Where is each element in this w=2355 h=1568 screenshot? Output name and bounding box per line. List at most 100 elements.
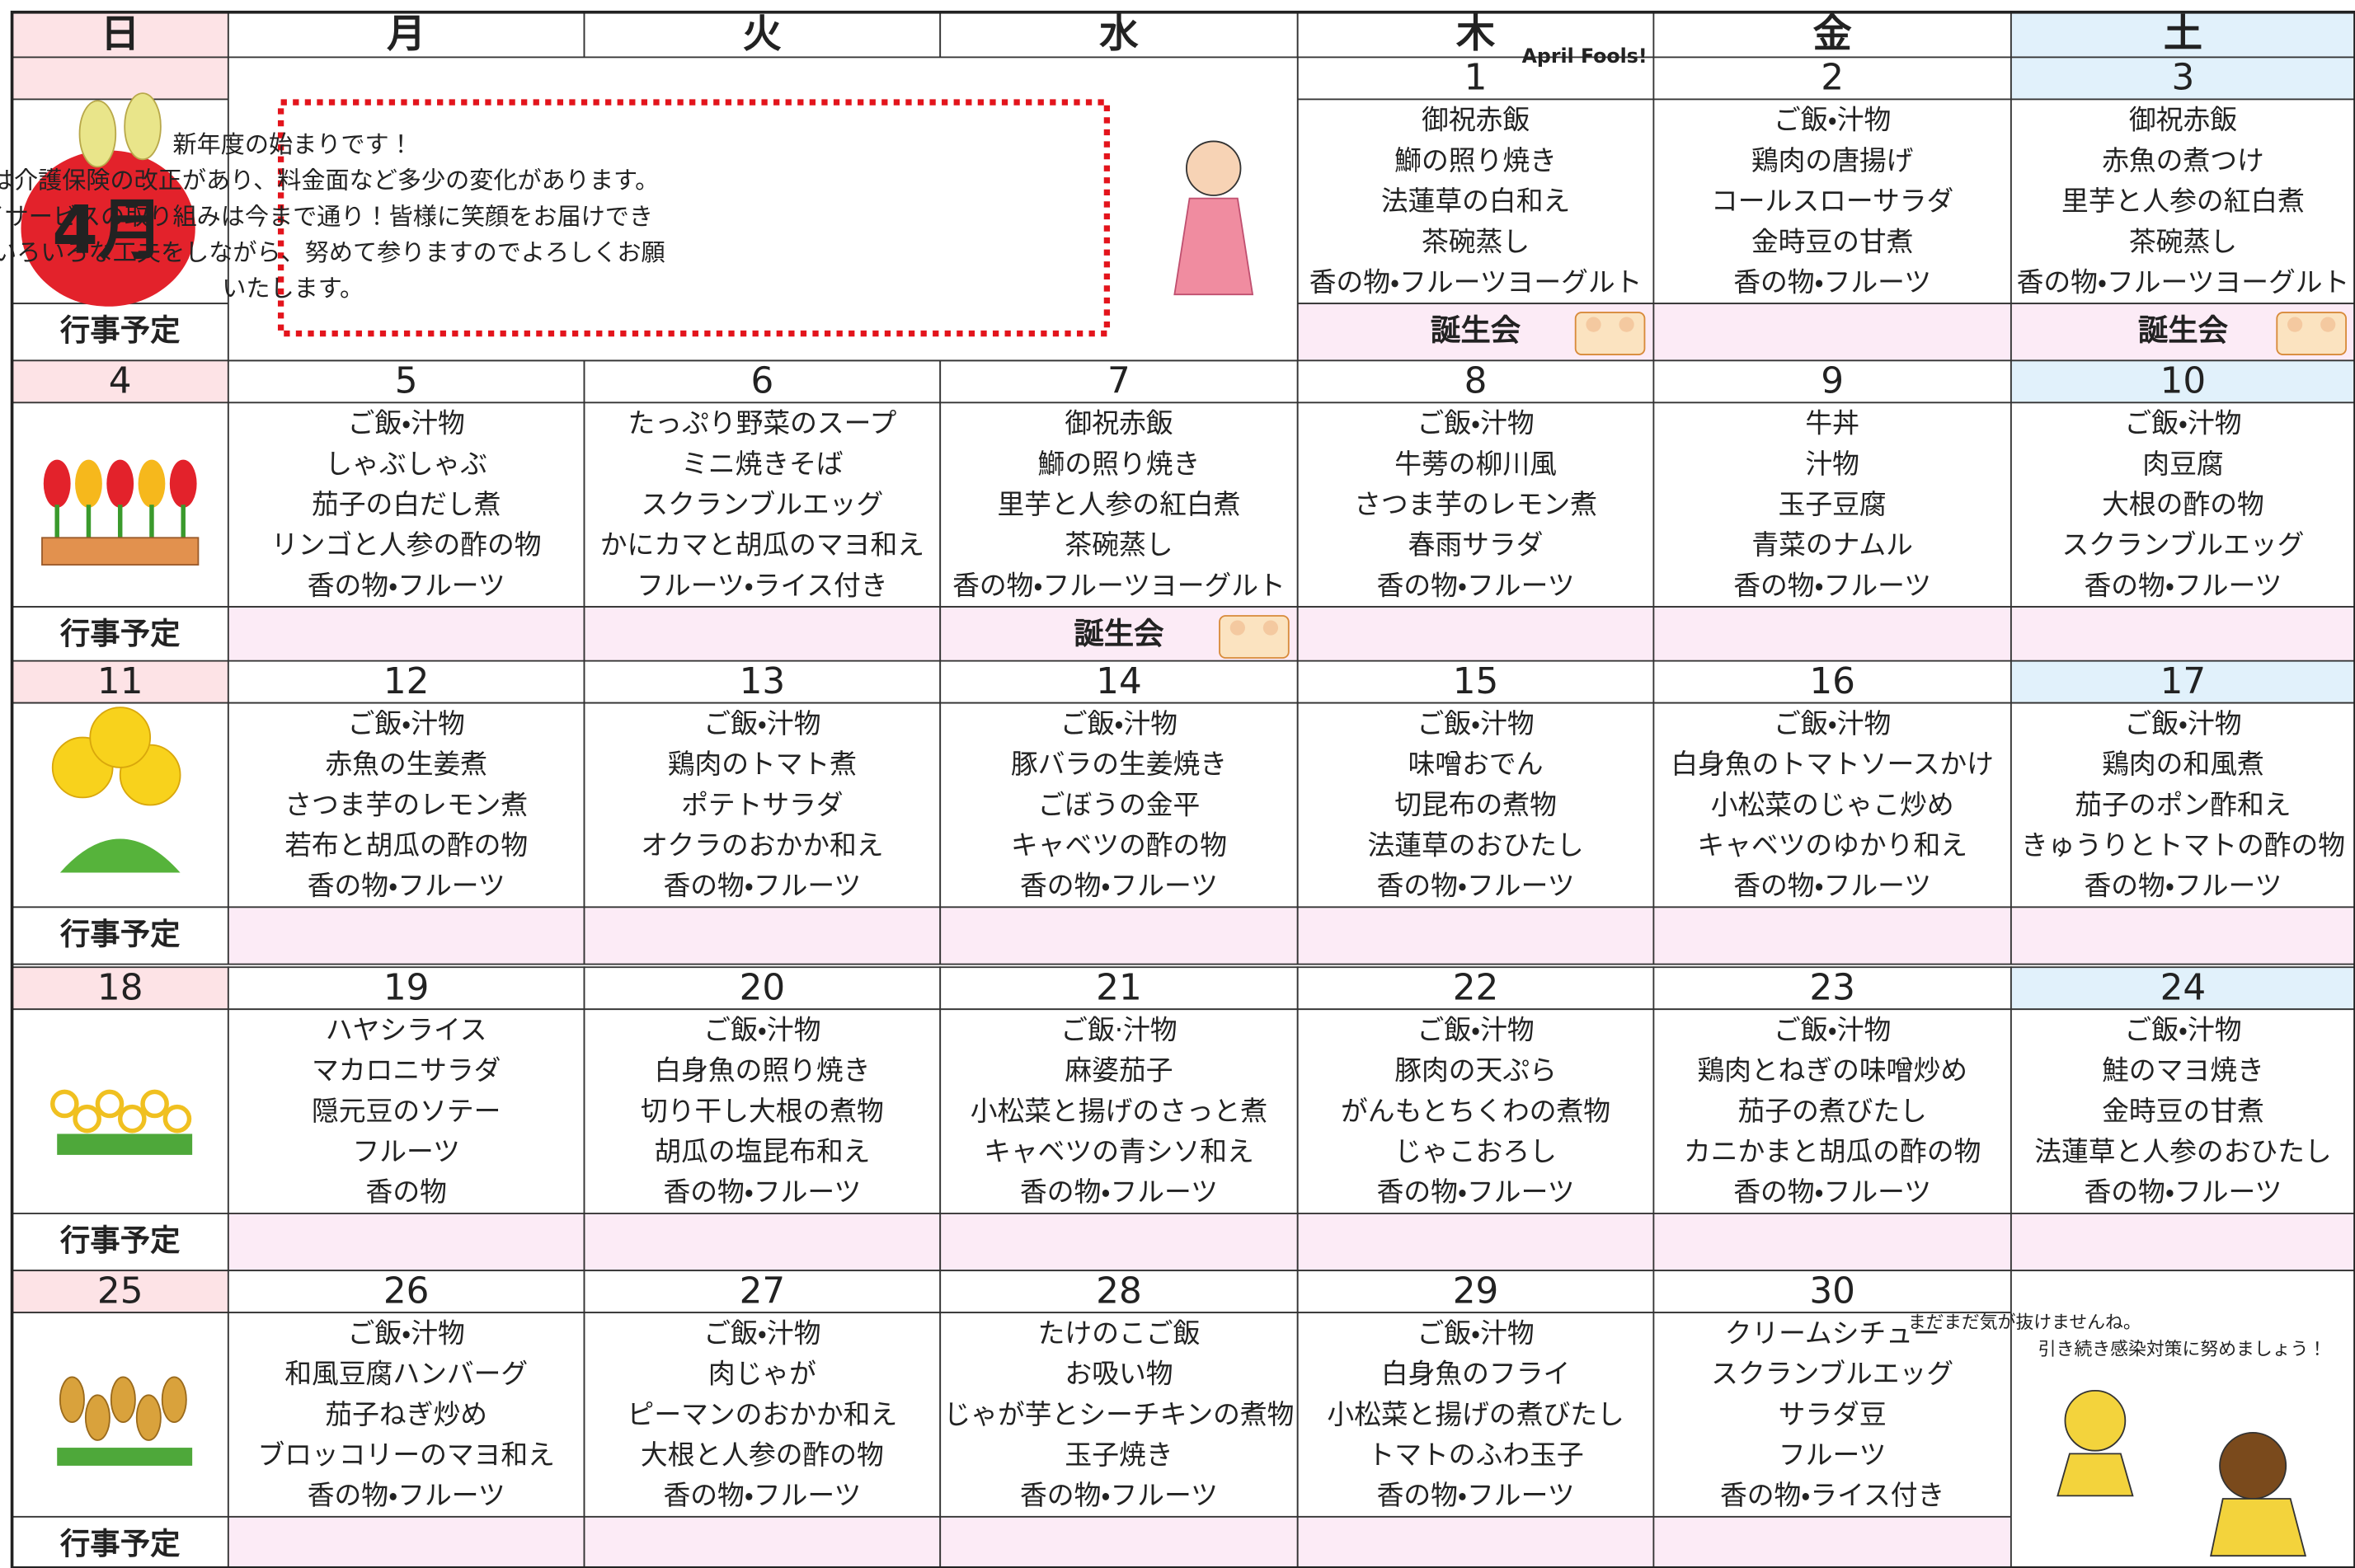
menu-item: 香の物・フルーツ — [663, 1480, 861, 1511]
weekday: 木 — [1456, 12, 1496, 57]
menu-item: ブロッコリーのマヨ和え — [257, 1439, 554, 1471]
menu-item: 赤魚の生姜煮 — [325, 749, 487, 780]
event-label-cell — [11, 906, 229, 965]
event-label: 行事予定 — [60, 1526, 181, 1561]
event-cell — [227, 906, 585, 965]
menu-item: 法蓮草のおひたし — [1367, 830, 1583, 861]
event-cell — [2010, 906, 2355, 965]
day-number: 1 — [1464, 57, 1488, 99]
person-body — [2057, 1453, 2134, 1497]
intro-block — [227, 56, 1299, 362]
event-cell — [1296, 606, 1655, 665]
person-head — [2219, 1431, 2287, 1500]
menu-item: たっぷり野菜のスープ — [628, 408, 897, 439]
event-cell — [227, 1515, 585, 1568]
menu-item: スクランブルエッグ — [641, 489, 883, 520]
menu-item: フルーツ — [352, 1136, 459, 1167]
menu-item: 茄子ねぎ炒め — [325, 1399, 487, 1430]
day-number-cell — [1652, 1270, 2012, 1314]
menu-item: リンゴと人参の酢の物 — [271, 529, 542, 561]
menu-item: きゅうりとトマトの酢の物 — [2021, 830, 2345, 861]
menu-item: 青菜のナムル — [1751, 529, 1913, 561]
party-face — [1619, 317, 1634, 332]
badge-petal — [21, 150, 195, 307]
menu-item: 香の物・フルーツ — [308, 871, 505, 902]
daffodil — [140, 1089, 169, 1119]
menu-item: ピーマンのおかか和え — [628, 1399, 898, 1430]
menu-item: 香の物・フルーツ — [1733, 1176, 1931, 1208]
day-number: 14 — [1096, 660, 1142, 702]
menu-item: ポテトサラダ — [681, 789, 844, 820]
menu-item: ご飯・汁物 — [348, 1317, 465, 1349]
party-face — [2287, 317, 2303, 332]
day-number: 9 — [1821, 360, 1844, 402]
day-number: 30 — [1809, 1270, 1855, 1312]
menu-item: 麻婆茄子 — [1065, 1055, 1173, 1087]
menu-item: 茶碗蒸し — [2129, 226, 2237, 257]
day-number: 18 — [97, 967, 143, 1009]
event-cell — [939, 1213, 1299, 1272]
event-label: 行事予定 — [60, 1223, 181, 1258]
event-cell — [583, 906, 942, 965]
menu-item: 春雨サラダ — [1408, 529, 1544, 561]
tulip — [138, 459, 166, 508]
event-cell — [2010, 606, 2355, 665]
day-number-cell — [1296, 966, 1655, 1011]
menu-item: 茶碗蒸し — [1422, 226, 1530, 257]
menu-item: 香の物・フルーツヨーグルト — [2017, 266, 2350, 298]
menu-cell — [2010, 702, 2355, 908]
menu-item: さつま芋のレモン煮 — [1354, 489, 1597, 520]
day-number: 11 — [97, 660, 143, 702]
tulip — [75, 459, 102, 508]
day-number-cell — [1296, 1270, 1655, 1314]
header-cell — [583, 11, 942, 59]
menu-item: 切昆布の煮物 — [1394, 789, 1557, 820]
menu-cell — [227, 1312, 585, 1518]
day-number: 8 — [1464, 360, 1488, 402]
menu-cell — [1296, 1008, 1655, 1214]
menu-item: ご飯・汁物 — [1774, 708, 1891, 739]
menu-item: がんもとちくわの煮物 — [1341, 1096, 1610, 1127]
menu-item: 香の物・フルーツ — [1020, 871, 1218, 902]
menu-item: 若布と胡瓜の酢の物 — [284, 830, 528, 861]
menu-item: スクランブルエッグ — [1711, 1359, 1953, 1390]
menu-item: 玉子豆腐 — [1779, 489, 1887, 520]
notice-line: 新年度の始まりです！ — [173, 130, 413, 158]
menu-item: 鰤の照り焼き — [1038, 448, 1201, 480]
grass — [57, 1448, 193, 1466]
menu-item: さつま芋のレモン煮 — [284, 789, 528, 820]
menu-item: 白身魚のフライ — [1381, 1359, 1570, 1390]
menu-item: 里芋と人参の紅白煮 — [2061, 185, 2305, 217]
menu-item: 香の物・フルーツ — [308, 1480, 505, 1511]
menu-item: スクランブルエッグ — [2061, 529, 2304, 561]
menu-item: 鮭のマヨ焼き — [2102, 1055, 2264, 1087]
menu-item: 肉豆腐 — [2142, 448, 2223, 480]
menu-item: 白身魚のトマトソースかけ — [1671, 749, 1994, 780]
daffodil — [117, 1104, 147, 1134]
event-label: 行事予定 — [60, 312, 181, 348]
menu-item: 大根の酢の物 — [2102, 489, 2264, 520]
menu-cell — [227, 401, 585, 608]
menu-item: 香の物・フルーツヨーグルト — [952, 570, 1286, 601]
menu-item: フルーツ — [1779, 1439, 1886, 1471]
menu-item: マカロニサラダ — [312, 1055, 501, 1087]
dandelion — [89, 707, 152, 768]
menu-item: 法蓮草の白和え — [1381, 185, 1570, 217]
menu-item: ご飯・汁物 — [1060, 708, 1178, 739]
leaves — [59, 838, 181, 873]
menu-item: コールスローサラダ — [1711, 185, 1953, 217]
planter — [41, 537, 200, 566]
menu-item: 鶏肉のトマト煮 — [668, 749, 857, 780]
day-number: 28 — [1096, 1270, 1142, 1312]
day-number-cell — [2010, 660, 2355, 704]
menu-item: 香の物・フルーツ — [663, 1176, 861, 1208]
badge-bud — [78, 100, 117, 168]
menu-item: トマトのふわ玉子 — [1367, 1439, 1583, 1471]
month-badge: 4月 — [52, 191, 164, 268]
menu-item: 香の物 — [366, 1176, 447, 1208]
lady-head — [1186, 140, 1242, 196]
menu-item: 鰤の照り焼き — [1394, 145, 1557, 176]
menu-item: 香の物・フルーツ — [1377, 1176, 1575, 1208]
menu-item: 切り干し大根の煮物 — [641, 1096, 884, 1127]
menu-item: 香の物・フルーツ — [1377, 1480, 1575, 1511]
